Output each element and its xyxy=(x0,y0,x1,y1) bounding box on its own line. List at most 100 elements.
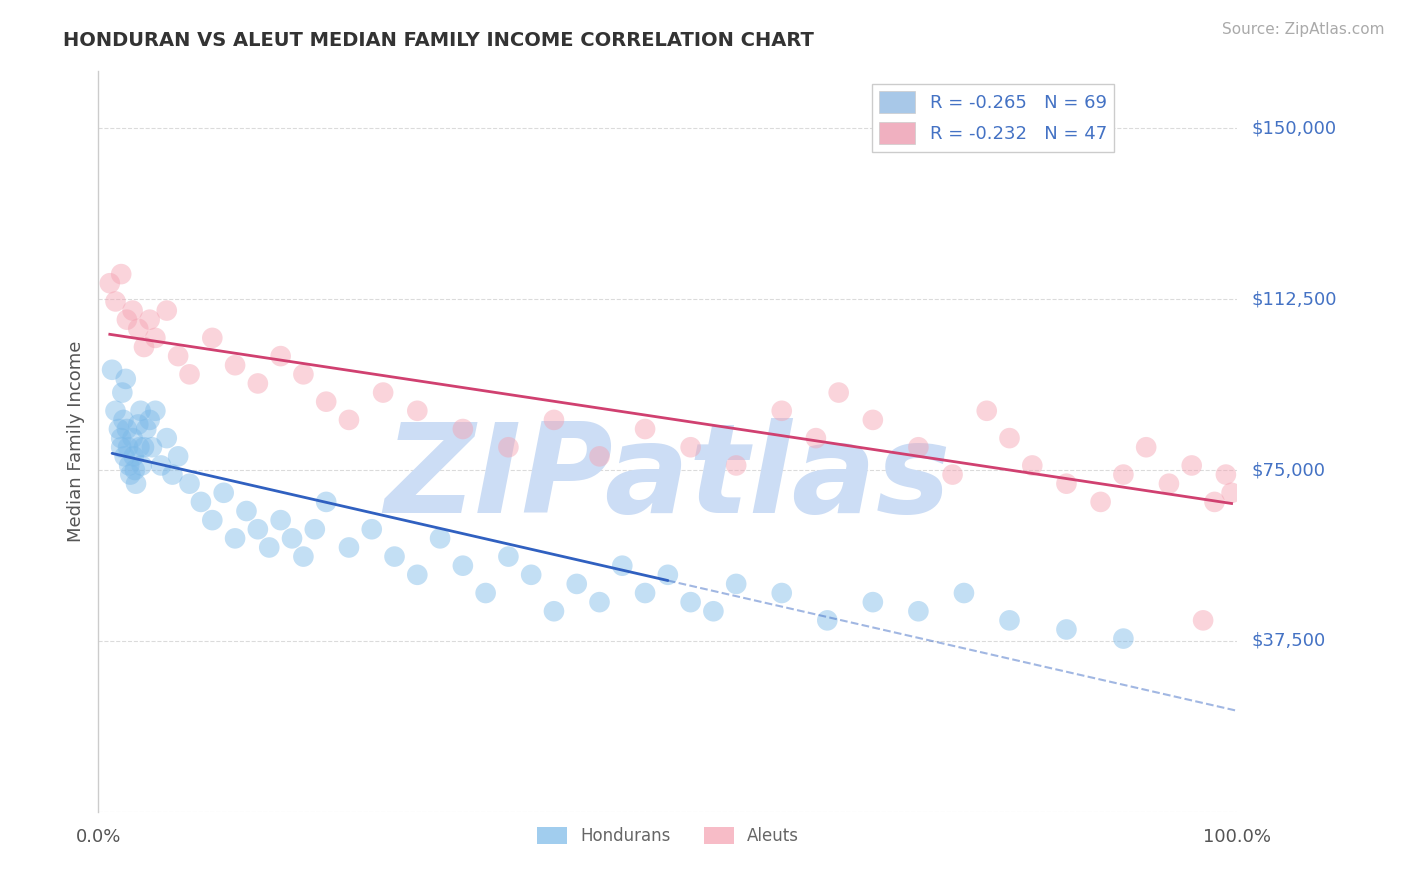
Point xyxy=(612,558,634,573)
Text: $150,000: $150,000 xyxy=(1251,120,1336,137)
Point xyxy=(725,458,748,473)
Point xyxy=(907,440,929,454)
Point xyxy=(121,303,143,318)
Point xyxy=(371,385,394,400)
Point xyxy=(117,440,139,454)
Point xyxy=(315,495,337,509)
Point xyxy=(190,495,212,509)
Point xyxy=(406,567,429,582)
Point xyxy=(292,549,315,564)
Point xyxy=(224,358,246,372)
Point xyxy=(657,567,679,582)
Text: ZIPatlas: ZIPatlas xyxy=(385,418,950,539)
Point xyxy=(125,476,148,491)
Point xyxy=(770,404,793,418)
Point xyxy=(679,595,702,609)
Y-axis label: Median Family Income: Median Family Income xyxy=(66,341,84,542)
Text: $75,000: $75,000 xyxy=(1251,461,1326,479)
Point xyxy=(474,586,496,600)
Legend: Hondurans, Aleuts: Hondurans, Aleuts xyxy=(530,820,806,852)
Point xyxy=(246,376,269,391)
Point xyxy=(565,577,588,591)
Point xyxy=(224,532,246,546)
Point xyxy=(132,340,155,354)
Point xyxy=(1135,440,1157,454)
Point xyxy=(337,413,360,427)
Point xyxy=(167,349,190,363)
Point xyxy=(156,303,179,318)
Point xyxy=(179,368,201,382)
Point xyxy=(543,604,565,618)
Point xyxy=(124,463,146,477)
Point xyxy=(384,549,406,564)
Point xyxy=(108,422,131,436)
Point xyxy=(114,372,136,386)
Point xyxy=(1056,476,1078,491)
Point xyxy=(451,558,474,573)
Point xyxy=(770,586,793,600)
Point xyxy=(953,586,976,600)
Point xyxy=(1192,613,1215,627)
Point xyxy=(129,404,152,418)
Point xyxy=(406,404,429,418)
Point xyxy=(1220,485,1243,500)
Point xyxy=(588,450,610,464)
Point xyxy=(942,467,965,482)
Point xyxy=(98,277,121,291)
Point xyxy=(132,440,155,454)
Point xyxy=(634,422,657,436)
Point xyxy=(246,522,269,536)
Point xyxy=(1157,476,1180,491)
Point xyxy=(315,394,337,409)
Point xyxy=(131,458,153,473)
Point xyxy=(862,413,884,427)
Point xyxy=(259,541,281,555)
Point xyxy=(128,440,150,454)
Point xyxy=(1204,495,1226,509)
Point xyxy=(281,532,304,546)
Point xyxy=(145,331,167,345)
Point xyxy=(520,567,543,582)
Point xyxy=(907,604,929,618)
Point xyxy=(156,431,179,445)
Point xyxy=(115,422,138,436)
Point xyxy=(292,368,315,382)
Point xyxy=(104,294,127,309)
Point xyxy=(114,450,136,464)
Point xyxy=(122,450,145,464)
Text: $37,500: $37,500 xyxy=(1251,632,1326,650)
Point xyxy=(1215,467,1237,482)
Point xyxy=(498,549,520,564)
Point xyxy=(337,541,360,555)
Point xyxy=(1112,467,1135,482)
Point xyxy=(862,595,884,609)
Text: HONDURAN VS ALEUT MEDIAN FAMILY INCOME CORRELATION CHART: HONDURAN VS ALEUT MEDIAN FAMILY INCOME C… xyxy=(63,31,814,50)
Point xyxy=(235,504,257,518)
Point xyxy=(270,349,292,363)
Point xyxy=(1112,632,1135,646)
Point xyxy=(270,513,292,527)
Point xyxy=(702,604,724,618)
Point xyxy=(127,322,149,336)
Point xyxy=(120,467,142,482)
Point xyxy=(179,476,201,491)
Point xyxy=(110,431,132,445)
Point xyxy=(429,532,451,546)
Point xyxy=(104,404,127,418)
Point xyxy=(135,422,157,436)
Point xyxy=(138,312,160,326)
Point xyxy=(212,485,235,500)
Point xyxy=(145,404,167,418)
Point xyxy=(138,413,160,427)
Text: Source: ZipAtlas.com: Source: ZipAtlas.com xyxy=(1222,22,1385,37)
Point xyxy=(360,522,382,536)
Point xyxy=(101,363,124,377)
Point xyxy=(118,458,141,473)
Point xyxy=(725,577,748,591)
Point xyxy=(976,404,998,418)
Point xyxy=(112,413,135,427)
Point xyxy=(679,440,702,454)
Point xyxy=(127,417,149,432)
Point xyxy=(201,331,224,345)
Point xyxy=(1181,458,1204,473)
